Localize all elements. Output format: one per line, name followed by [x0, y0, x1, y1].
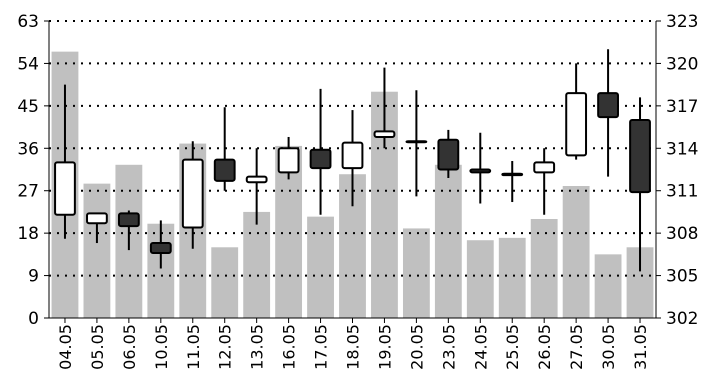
left-tick-labels: 0 9 18 27 36 45 54 63	[17, 12, 49, 329]
candle-body	[565, 92, 588, 157]
candle-16.05	[277, 136, 300, 180]
right-tick-label: 308	[666, 224, 698, 244]
candle-body	[245, 175, 268, 184]
right-tick-label: 320	[666, 54, 698, 74]
volume-bar-26.05	[530, 219, 558, 318]
x-tick-label: 31.05	[631, 324, 650, 370]
candle-18.05	[341, 110, 364, 207]
left-tick-label: 18	[17, 224, 39, 244]
candle-body	[373, 130, 396, 138]
candle-11.05	[181, 141, 204, 249]
volume-bar-24.05	[466, 240, 494, 318]
candle-13.05	[245, 148, 268, 225]
candle-body	[405, 140, 428, 144]
x-tick-label: 12.05	[216, 324, 235, 370]
candle-body	[181, 158, 204, 229]
x-tick-label: 24.05	[471, 324, 490, 370]
candle-body	[597, 92, 619, 119]
volume-bar-25.05	[498, 237, 526, 318]
right-tick-label: 302	[666, 309, 698, 329]
x-tick-label: 11.05	[184, 324, 203, 370]
candle-25.05	[501, 161, 524, 203]
candle-20.05	[405, 90, 428, 197]
candle-05.05	[86, 212, 108, 244]
right-tick-label: 314	[666, 139, 698, 159]
candle-body	[533, 161, 556, 174]
volume-bar-23.05	[434, 164, 462, 318]
candle-10.05	[149, 220, 172, 269]
candle-body	[437, 138, 460, 171]
candle-17.05	[309, 88, 332, 215]
candle-body	[86, 212, 108, 225]
volume-bar-30.05	[594, 254, 622, 318]
candle-04.05	[54, 84, 76, 239]
volume-bar-05.05	[83, 183, 111, 318]
x-tick-label: 13.05	[248, 324, 267, 370]
volume-bar-13.05	[243, 211, 271, 318]
candle-body	[341, 141, 364, 170]
candle-19.05	[373, 67, 396, 149]
candle-23.05	[437, 129, 460, 178]
right-tick-label: 317	[666, 97, 698, 117]
candle-06.05	[117, 210, 140, 251]
candle-31.05	[629, 97, 651, 272]
candle-body	[309, 148, 332, 170]
x-tick-label: 19.05	[375, 324, 394, 370]
volume-bar-20.05	[402, 228, 430, 318]
right-tick-label: 323	[666, 12, 698, 32]
x-tick-label: 23.05	[439, 324, 458, 370]
x-tick-label: 04.05	[56, 324, 75, 370]
volume-bar-12.05	[211, 247, 239, 318]
x-tick-label: 27.05	[567, 324, 586, 370]
volume-bar-17.05	[307, 216, 334, 318]
candle-body	[117, 212, 140, 228]
x-tick-label: 06.05	[120, 324, 139, 370]
left-tick-label: 54	[17, 54, 39, 74]
gridlines	[49, 20, 656, 277]
right-tick-labels: 302 305 308 311 314 317 320 323	[656, 12, 698, 329]
left-tick-label: 27	[17, 182, 39, 202]
candle-12.05	[213, 107, 236, 191]
left-tick-label: 9	[28, 267, 39, 287]
candle-30.05	[597, 49, 619, 177]
candle-body	[629, 119, 651, 194]
left-tick-label: 63	[17, 12, 39, 32]
x-tick-label: 18.05	[344, 324, 363, 370]
right-tick-label: 305	[666, 267, 698, 287]
x-tick-label: 20.05	[407, 324, 426, 370]
volume-bar-27.05	[562, 186, 590, 318]
x-tick-label: 25.05	[503, 324, 522, 370]
x-tick-label: 05.05	[88, 324, 107, 370]
x-tick-label: 30.05	[599, 324, 618, 370]
candle-27.05	[565, 63, 588, 160]
candle-body	[277, 147, 300, 174]
x-tick-label: 17.05	[312, 324, 331, 370]
candlesticks	[54, 49, 651, 272]
x-tick-label: 10.05	[152, 324, 171, 370]
candle-body	[469, 168, 492, 174]
candle-26.05	[533, 148, 556, 215]
x-tick-label: 16.05	[280, 324, 299, 370]
candle-body	[501, 172, 524, 177]
candle-body	[149, 242, 172, 254]
right-tick-label: 311	[666, 182, 698, 202]
left-tick-label: 36	[17, 139, 39, 159]
candle-24.05	[469, 132, 492, 204]
x-tick-label: 26.05	[535, 324, 554, 370]
candle-body	[54, 161, 76, 216]
left-tick-label: 45	[17, 97, 39, 117]
candle-body	[213, 158, 236, 182]
x-tick-labels: 04.05 05.05 06.05 10.05 11.05 12.05 13.05 16.05…	[56, 318, 650, 370]
left-tick-label: 0	[28, 309, 39, 329]
